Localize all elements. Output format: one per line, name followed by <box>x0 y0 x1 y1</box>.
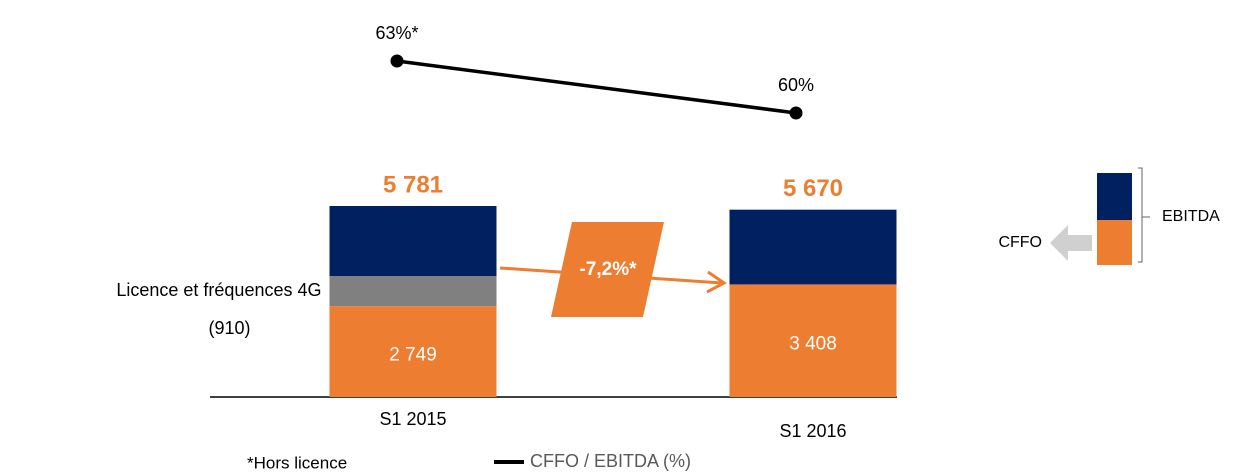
segment-name: Licence et fréquences 4G <box>116 280 321 300</box>
ratio-point <box>789 106 803 120</box>
legend-ebitda: EBITDA <box>1162 208 1220 225</box>
ratio-label: 63%* <box>375 23 418 43</box>
value-label: (910) <box>208 318 250 338</box>
ratio-line <box>396 59 797 115</box>
bar-segment <box>329 206 497 277</box>
legend-cffo-swatch <box>1097 220 1132 265</box>
total-label: 5 781 <box>383 171 443 198</box>
change-label: -7,2%* <box>579 259 637 280</box>
bar-segment <box>729 209 897 285</box>
ratio-label: 60% <box>778 75 814 95</box>
value-label: 2 749 <box>389 345 437 366</box>
x-tick-label: S1 2016 <box>779 421 846 441</box>
x-tick-label: S1 2015 <box>379 409 446 429</box>
bar-segment <box>329 276 497 307</box>
legend-arrow <box>1050 225 1092 261</box>
bar-segment <box>329 306 497 397</box>
change-arrowhead <box>706 270 727 294</box>
ratio-point <box>390 54 404 68</box>
legend-ebitda-swatch <box>1097 173 1132 220</box>
legend-bracket <box>1138 167 1143 263</box>
legend-line: CFFO / EBITDA (%) <box>530 451 691 471</box>
legend-cffo: CFFO <box>998 234 1042 251</box>
value-label: 3 408 <box>789 334 837 355</box>
change-box <box>551 222 664 317</box>
footnote: *Hors licence <box>247 453 347 472</box>
total-label: 5 670 <box>783 175 843 202</box>
bar-segment <box>729 284 897 397</box>
